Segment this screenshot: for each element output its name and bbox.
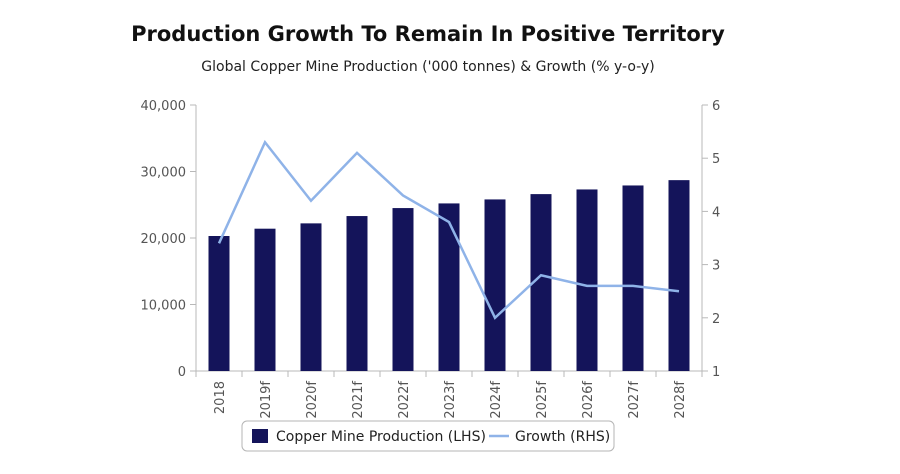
right-axis-tick-label: 6 (712, 99, 720, 114)
right-axis-tick-label: 5 (712, 152, 720, 167)
x-axis-tick-label: 2026f (581, 381, 596, 419)
right-axis-tick-label: 2 (712, 312, 720, 327)
x-axis-tick-label: 2019f (259, 381, 274, 419)
right-axis-tick-label: 1 (712, 365, 720, 380)
x-axis-tick-label: 2028f (673, 381, 688, 419)
left-axis-tick-label: 20,000 (141, 232, 187, 247)
x-axis-tick-label: 2024f (489, 381, 504, 419)
chart-subtitle: Global Copper Mine Production ('000 tonn… (201, 59, 655, 75)
x-axis-tick-label: 2022f (397, 381, 412, 419)
left-axis-tick-label: 40,000 (141, 99, 187, 114)
bar-2020f (300, 223, 322, 371)
right-axis-tick-label: 4 (712, 205, 720, 220)
bar-2021f (346, 216, 368, 371)
legend-label-growth: Growth (RHS) (515, 429, 610, 445)
x-axis-tick-label: 2027f (627, 381, 642, 419)
x-axis-tick-label: 2025f (535, 381, 550, 419)
left-axis-tick-label: 10,000 (141, 299, 187, 314)
bar-2023f (438, 203, 460, 371)
bar-2022f (392, 208, 414, 371)
bar-2025f (530, 194, 552, 371)
bar-2018 (208, 236, 230, 371)
x-axis-tick-label: 2023f (443, 381, 458, 419)
bar-2019f (254, 228, 276, 371)
legend-box (241, 420, 615, 452)
plot-area: 0 10,000 20,000 30,000 40,000 1 2 3 4 5 6 2018 2019f… (141, 99, 721, 419)
bar-2028f (668, 180, 690, 371)
x-axis-tick-label: 2018 (213, 381, 228, 414)
bar-2027f (622, 185, 644, 371)
legend-label-production: Copper Mine Production (LHS) (276, 429, 486, 445)
bar-2024f (484, 199, 506, 371)
left-axis-tick-label: 0 (178, 365, 186, 380)
bar-2026f (576, 189, 598, 371)
left-axis-tick-label: 30,000 (141, 166, 187, 181)
legend: Copper Mine Production (LHS) Growth (RHS… (241, 420, 615, 452)
chart-title: Production Growth To Remain In Positive … (131, 22, 725, 46)
legend-swatch-production (252, 429, 268, 443)
x-axis-tick-label: 2021f (351, 381, 366, 419)
x-axis-tick-label: 2020f (305, 381, 320, 419)
right-axis-tick-label: 3 (712, 259, 720, 274)
